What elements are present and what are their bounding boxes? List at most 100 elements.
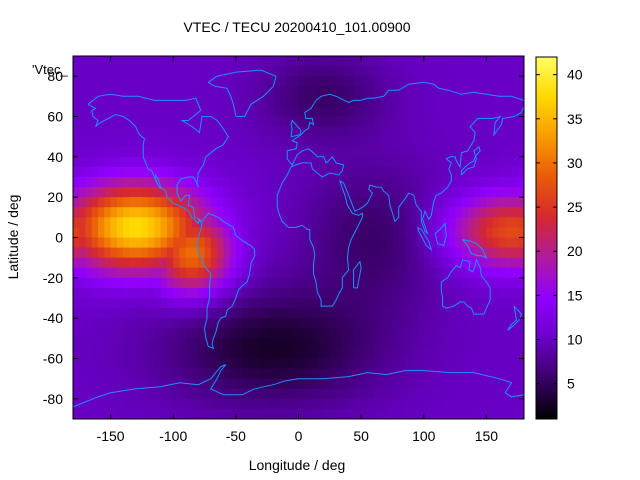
coastline-madagascar <box>353 260 362 289</box>
heat-cell <box>417 408 425 419</box>
heat-cell <box>123 237 130 249</box>
heat-cell <box>373 408 381 419</box>
heat-cell <box>242 136 249 148</box>
heat-cell <box>242 408 249 419</box>
heat-cell <box>461 116 469 128</box>
heat-cell <box>336 197 343 208</box>
heat-cell <box>223 408 231 419</box>
heat-cell <box>367 76 375 87</box>
heat-cell <box>492 136 500 148</box>
heat-cell <box>411 106 419 118</box>
heat-cell <box>467 267 475 279</box>
heat-cell <box>342 126 350 138</box>
heat-cell <box>298 257 306 269</box>
heat-cell <box>323 166 331 178</box>
heat-cell <box>511 217 519 229</box>
heat-cell <box>311 146 318 158</box>
heat-cell <box>329 56 337 67</box>
heat-cell <box>267 308 275 319</box>
heat-cell <box>192 267 199 279</box>
heat-cell <box>386 348 394 360</box>
heat-cell <box>292 368 300 380</box>
heat-cell <box>204 116 212 128</box>
heat-cell <box>342 338 350 350</box>
heat-cell <box>73 116 80 128</box>
heat-cell <box>254 328 262 339</box>
heat-cell <box>179 287 187 299</box>
heat-cell <box>98 298 105 309</box>
heat-cell <box>166 267 174 279</box>
heat-cell <box>135 267 143 279</box>
heat-cell <box>129 408 137 419</box>
heat-cell <box>517 76 524 87</box>
heat-cell <box>379 76 387 87</box>
heat-cell <box>223 287 231 299</box>
heat-cell <box>248 207 256 218</box>
heat-cell <box>141 398 149 410</box>
heat-cell <box>386 388 394 400</box>
heat-cell <box>423 126 431 138</box>
heat-cell <box>411 408 419 419</box>
heat-cell <box>129 217 137 229</box>
coastline-greenland <box>207 69 277 117</box>
colorbar-tick-label: 35 <box>567 111 583 127</box>
heat-cell <box>141 56 149 67</box>
heat-cell <box>267 298 275 309</box>
heat-cell <box>373 197 381 208</box>
heat-cell <box>392 368 400 380</box>
heat-cell <box>123 358 130 370</box>
heat-cell <box>417 197 425 208</box>
heat-cell <box>480 257 488 269</box>
heat-cell <box>480 86 488 97</box>
heat-cell <box>223 348 231 360</box>
heat-cell <box>254 217 262 229</box>
heat-cell <box>423 298 431 309</box>
heat-cell <box>398 408 406 419</box>
heat-cell <box>135 197 143 208</box>
heat-cell <box>154 277 162 289</box>
heat-cell <box>505 358 513 370</box>
heat-cell <box>98 398 105 410</box>
heat-cell <box>73 227 80 239</box>
heat-cell <box>267 126 275 138</box>
heat-cell <box>160 156 168 168</box>
heat-cell <box>367 187 375 198</box>
heat-cell <box>267 197 275 208</box>
heat-cell <box>317 76 325 87</box>
heat-cell <box>398 166 406 178</box>
heat-cell <box>505 217 513 229</box>
heat-cell <box>423 378 431 390</box>
heat-cell <box>373 56 381 67</box>
heat-cell <box>517 338 524 350</box>
heat-cell <box>304 217 312 229</box>
heat-cell <box>373 338 381 350</box>
heat-cell <box>279 328 287 339</box>
heat-cell <box>392 166 400 178</box>
heat-cell <box>354 358 362 370</box>
heat-cell <box>317 328 325 339</box>
heat-cell <box>436 116 444 128</box>
heat-cell <box>123 378 130 390</box>
heat-cell <box>411 177 419 188</box>
heat-cell <box>248 308 256 319</box>
heat-cell <box>517 197 524 208</box>
heat-cell <box>304 247 312 259</box>
heat-cell <box>361 267 369 279</box>
heat-cell <box>348 126 356 138</box>
heat-cell <box>473 398 481 410</box>
heat-cell <box>467 277 475 289</box>
heat-cell <box>517 156 524 168</box>
heat-cell <box>436 298 444 309</box>
heat-cell <box>423 348 431 360</box>
heat-cell <box>73 358 80 370</box>
heat-cell <box>248 237 256 249</box>
heat-cell <box>404 86 412 97</box>
heat-cell <box>448 257 456 269</box>
heat-cell <box>210 348 218 360</box>
heat-cell <box>323 96 331 108</box>
heat-cell <box>129 388 137 400</box>
heat-cell <box>317 156 325 168</box>
heat-cell <box>91 237 99 249</box>
heat-cell <box>98 408 105 419</box>
heat-cell <box>79 56 87 67</box>
